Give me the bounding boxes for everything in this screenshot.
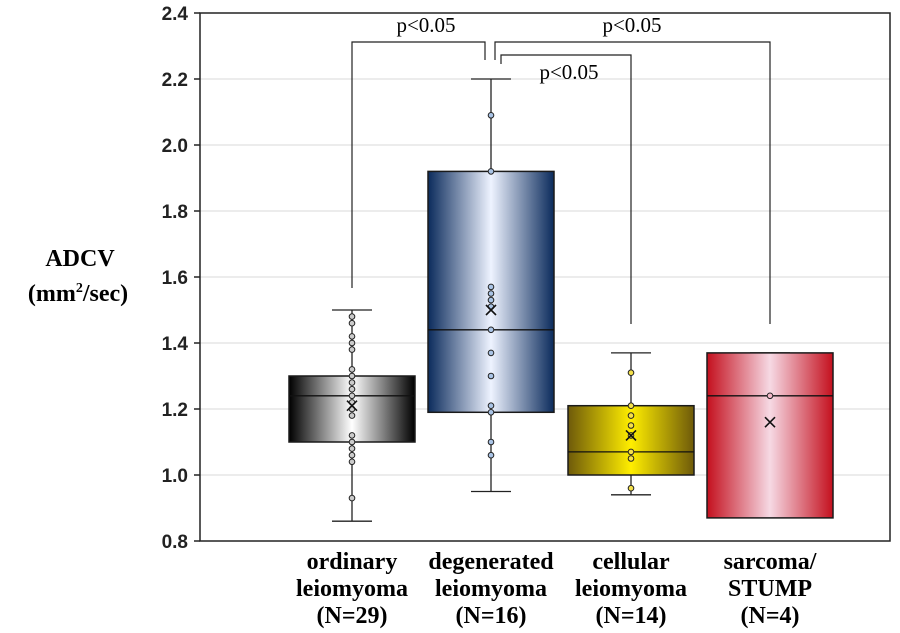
data-point — [487, 438, 495, 446]
y-tick-label: 1.0 — [162, 466, 188, 487]
data-point — [627, 448, 635, 456]
significance-label: p<0.05 — [539, 60, 598, 84]
box-groups — [288, 78, 834, 522]
data-point — [487, 296, 495, 304]
data-point — [487, 349, 495, 357]
data-point — [766, 392, 774, 400]
significance-brackets: p<0.05 p<0.05p<0.05 — [351, 13, 771, 324]
data-point — [487, 372, 495, 380]
category-label: (N=4) — [741, 603, 800, 629]
y-axis-label-unit-post: /sec) — [82, 281, 128, 307]
y-tick-label: 2.4 — [162, 4, 189, 25]
data-point — [348, 372, 356, 380]
data-point — [627, 422, 635, 429]
mean-marker — [764, 416, 776, 428]
y-axis-ticks: 0.8 1.0 1.2 1.4 1.6 1.8 2.0 2.2 2.4 — [162, 4, 200, 553]
y-axis-label-line1: ADCV — [45, 246, 115, 272]
data-point — [627, 369, 635, 377]
data-point — [348, 379, 356, 386]
y-tick-label: 1.2 — [162, 400, 188, 421]
data-point — [627, 402, 635, 410]
data-point — [348, 333, 356, 340]
box-group — [706, 352, 834, 519]
category-label: ordinary — [307, 549, 398, 575]
data-point — [348, 432, 356, 439]
y-axis-label: ADCV (mm2/sec) — [28, 246, 128, 307]
y-tick-label: 0.8 — [162, 532, 188, 553]
data-point — [348, 319, 356, 327]
data-point — [348, 346, 356, 353]
category-label: leiomyoma — [575, 576, 687, 602]
data-point — [348, 385, 356, 393]
data-point — [627, 455, 635, 462]
mean-marker — [625, 429, 637, 441]
y-axis-label-line2: (mm2/sec) — [28, 281, 128, 307]
data-point — [627, 412, 635, 419]
data-point — [348, 438, 356, 446]
data-point — [487, 283, 495, 291]
category-label: STUMP — [728, 576, 812, 602]
data-point — [627, 484, 635, 492]
y-axis-label-unit-pre: (mm — [28, 281, 76, 307]
box-group — [567, 352, 695, 496]
mean-marker — [485, 304, 497, 316]
y-tick-label: 2.0 — [162, 136, 188, 157]
mean-marker — [346, 400, 358, 412]
data-point — [487, 326, 495, 334]
significance-bracket — [500, 54, 632, 324]
category-label: sarcoma/ — [724, 549, 817, 575]
y-tick-label: 1.4 — [162, 334, 189, 355]
data-point — [487, 451, 495, 459]
category-labels: ordinaryleiomyoma(N=29)degeneratedleiomy… — [296, 549, 817, 629]
data-point — [348, 458, 356, 466]
category-label: leiomyoma — [435, 576, 547, 602]
data-point — [487, 409, 495, 416]
data-point — [348, 445, 356, 452]
category-label: cellular — [592, 549, 670, 575]
data-point — [487, 290, 495, 297]
category-label: degenerated — [428, 549, 554, 575]
y-tick-label: 2.2 — [162, 70, 188, 91]
significance-bracket — [494, 41, 771, 324]
data-point — [348, 313, 356, 320]
category-label: (N=16) — [456, 603, 527, 629]
y-tick-label: 1.6 — [162, 268, 188, 289]
data-point — [487, 168, 495, 175]
box-iqr — [706, 352, 834, 519]
box-group — [288, 309, 416, 522]
significance-label: p<0.05 — [396, 13, 455, 37]
y-axis-label-unit-sup: 2 — [76, 281, 83, 296]
data-point — [348, 366, 356, 373]
data-point — [487, 112, 495, 119]
box-group — [427, 78, 555, 493]
category-label: leiomyoma — [296, 576, 408, 602]
data-point — [487, 402, 495, 410]
data-point — [348, 451, 356, 459]
category-label: (N=29) — [317, 603, 388, 629]
significance-bracket — [351, 41, 486, 288]
significance-label: p<0.05 — [602, 13, 661, 37]
data-point — [348, 339, 356, 347]
data-point — [348, 392, 356, 400]
data-point — [348, 494, 356, 502]
y-tick-label: 1.8 — [162, 202, 188, 223]
category-label: (N=14) — [596, 603, 667, 629]
data-point — [348, 412, 356, 419]
